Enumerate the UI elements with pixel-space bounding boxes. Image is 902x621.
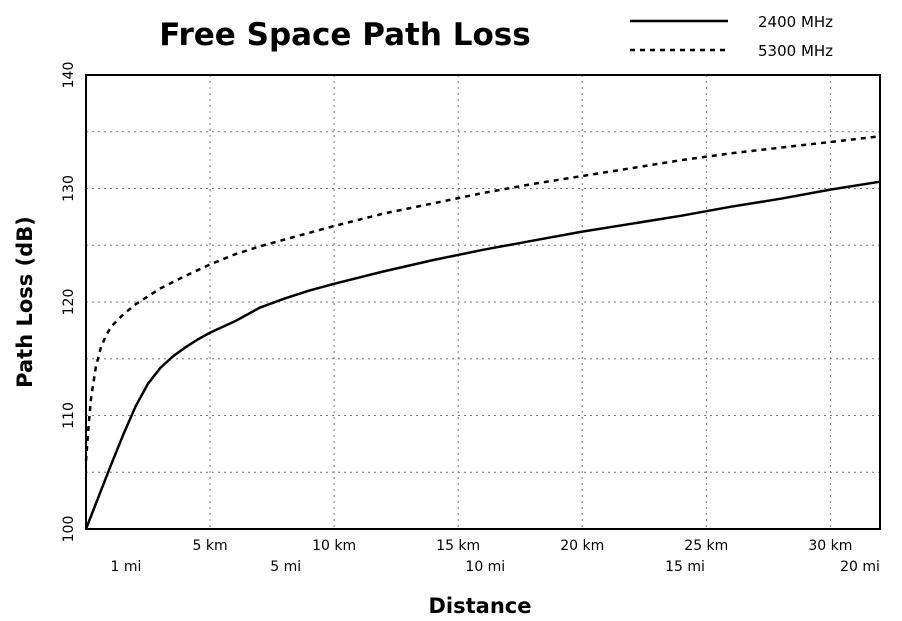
- y-tick-labels: 100 110 120 130 140: [61, 62, 77, 543]
- x-tick-km-25: 25 km: [684, 538, 728, 554]
- series-line-2400: [84, 180, 881, 530]
- x-tick-km-30: 30 km: [808, 538, 852, 554]
- x-tick-mi-5mi: 5 mi: [270, 559, 301, 575]
- y-tick-130: 130: [61, 175, 77, 202]
- y-tick-100: 100: [61, 516, 77, 543]
- x-tick-labels-km: 5 km 10 km 15 km 20 km 25 km 30 km: [193, 538, 853, 554]
- x-tick-mi-10mi: 10 mi: [465, 559, 505, 575]
- y-axis-label: Path Loss (dB): [13, 216, 37, 388]
- series-line-5300: [84, 135, 881, 461]
- x-tick-km-10: 10 km: [312, 538, 356, 554]
- x-tick-mi-20mi: 20 mi: [840, 559, 880, 575]
- legend-label-5300: 5300 MHz: [758, 42, 833, 60]
- chart-title: Free Space Path Loss: [159, 17, 530, 53]
- series-lines: [84, 135, 881, 530]
- x-tick-km-20: 20 km: [560, 538, 604, 554]
- x-tick-mi-15mi: 15 mi: [665, 559, 705, 575]
- y-tick-110: 110: [61, 402, 77, 429]
- legend: 2400 MHz 5300 MHz: [630, 13, 833, 60]
- x-tick-km-5: 5 km: [193, 538, 228, 554]
- y-tick-120: 120: [61, 289, 77, 316]
- plot-frame: [85, 74, 881, 530]
- x-tick-labels-mi: 1 mi 5 mi 10 mi 15 mi 20 mi: [110, 559, 879, 575]
- x-axis-label: Distance: [429, 594, 532, 618]
- y-tick-140: 140: [61, 62, 77, 89]
- x-tick-km-15: 15 km: [436, 538, 480, 554]
- legend-label-2400: 2400 MHz: [758, 13, 833, 31]
- x-tick-mi-1mi: 1 mi: [110, 559, 141, 575]
- grid-lines: [86, 75, 880, 529]
